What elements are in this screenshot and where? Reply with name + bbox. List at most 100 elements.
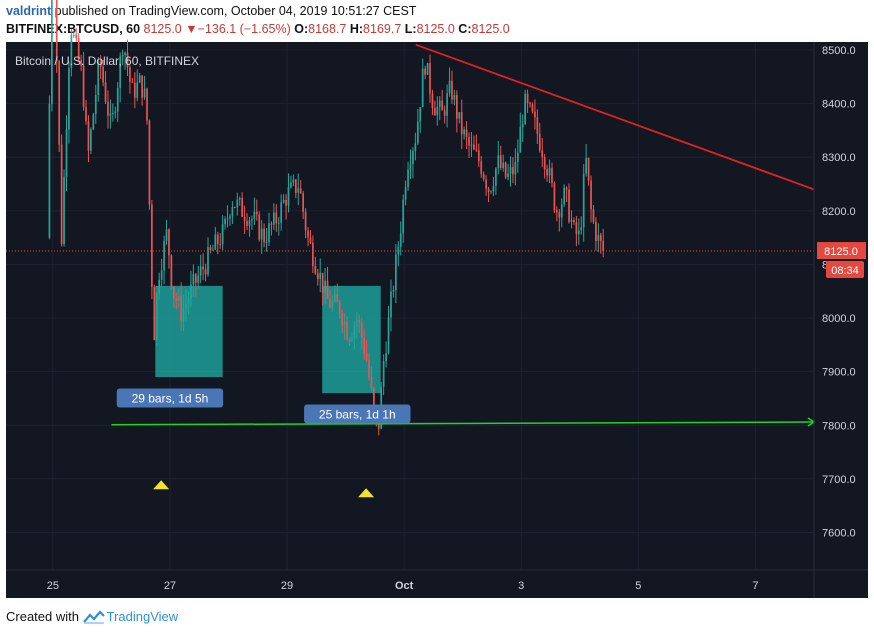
candle-body — [451, 80, 453, 100]
candle-body — [487, 188, 490, 192]
candle-body — [568, 189, 570, 222]
candle-body — [443, 110, 446, 116]
candle-body — [151, 204, 153, 288]
candle-body — [285, 199, 287, 206]
candle-body — [277, 222, 280, 224]
candle-body — [175, 298, 178, 302]
candle-body — [116, 87, 119, 112]
candle-body — [160, 270, 163, 280]
publish-info: valdrint published on TradingView.com, O… — [6, 4, 416, 18]
candle-body — [387, 317, 390, 354]
candle-body — [560, 204, 563, 218]
candle-body — [207, 247, 209, 275]
candle-body — [446, 93, 448, 116]
candle-body — [390, 291, 392, 318]
candle-body — [404, 187, 407, 200]
candle-body — [470, 144, 473, 146]
candle-body — [348, 339, 351, 341]
candle-body — [133, 82, 136, 98]
candle-body — [292, 179, 295, 183]
up-arrow-icon — [358, 488, 375, 498]
candle-body — [412, 150, 414, 165]
tradingview-link[interactable]: TradingView — [106, 609, 179, 624]
candle-body — [212, 249, 214, 251]
candle-body — [177, 295, 180, 302]
candle-body — [587, 157, 590, 181]
candle-body — [436, 106, 439, 116]
candle-body — [107, 101, 109, 116]
y-tick-label: 7700.0 — [822, 474, 856, 486]
candle-body — [382, 361, 385, 387]
footer: Created with TradingView — [6, 609, 178, 624]
candle-body — [419, 107, 422, 122]
candle-body — [597, 234, 600, 241]
y-tick-label: 8000.0 — [822, 313, 856, 325]
candle-body — [197, 275, 200, 283]
candle-body — [492, 185, 495, 192]
x-tick-label: 3 — [518, 580, 524, 592]
candle-body — [595, 221, 597, 241]
candle-body — [548, 167, 551, 176]
candle-body — [280, 202, 283, 223]
tradingview-logo-icon — [82, 610, 105, 624]
candle-body — [353, 325, 356, 338]
candle-body — [192, 274, 195, 285]
candle-body — [346, 321, 348, 340]
candle-body — [490, 191, 492, 193]
low-value: 8125.0 — [416, 22, 455, 36]
time-axis[interactable]: 25 27 29 Oct 3 5 7 — [47, 580, 759, 592]
candle-body — [155, 293, 158, 341]
candle-body — [294, 179, 297, 193]
candle-body — [282, 199, 285, 203]
candle-body — [477, 150, 480, 162]
candle-body — [370, 377, 373, 389]
candle-body — [209, 247, 212, 251]
candle-body — [392, 290, 395, 292]
x-tick-label: 29 — [281, 580, 293, 592]
candle-body — [321, 272, 324, 293]
candle-body — [590, 180, 592, 210]
candle-body — [214, 234, 217, 250]
range-badge-label: 29 bars, 1d 5h — [132, 391, 209, 405]
candle-body — [514, 161, 517, 175]
candle-body — [570, 219, 573, 222]
candle-body — [168, 229, 170, 256]
candle-body — [80, 60, 82, 66]
candle-body — [414, 143, 417, 151]
candle-body — [521, 124, 524, 128]
author-name[interactable]: valdrint — [6, 4, 52, 18]
candle-body — [448, 80, 451, 94]
candle-body — [385, 353, 387, 362]
range-badge — [116, 388, 224, 408]
candle-body — [316, 273, 319, 280]
open-value: 8168.7 — [308, 22, 347, 36]
candle-body — [121, 55, 124, 57]
candle-body — [112, 113, 114, 115]
candle-body — [426, 63, 429, 75]
countdown-tag-label: 08:34 — [831, 265, 859, 277]
drawing-tools: 29 bars, 1d 5h 25 bars, 1d 1h — [6, 43, 816, 498]
candle-body — [460, 112, 463, 135]
y-tick-label: 7800.0 — [822, 420, 856, 432]
range-badge-label: 25 bars, 1d 1h — [319, 408, 396, 422]
candlesticks — [48, 0, 605, 436]
candle-body — [473, 144, 475, 150]
countdown-tag — [826, 261, 864, 279]
candle-body — [407, 169, 409, 188]
price-chart[interactable]: 29 bars, 1d 5h 25 bars, 1d 1h 7600.0 7700.… — [0, 0, 874, 606]
candle-body — [109, 113, 112, 116]
candle-body — [190, 284, 192, 300]
candle-body — [238, 198, 241, 200]
candle-body — [251, 219, 253, 221]
chart-title: Bitcoin / U.S. Dollar, 60, BITFINEX — [15, 54, 199, 68]
candle-body — [90, 129, 92, 151]
published-text: published on TradingView.com, October 04… — [51, 4, 417, 18]
candle-body — [248, 220, 251, 226]
candle-body — [226, 218, 229, 220]
candle-body — [233, 207, 236, 209]
candle-body — [546, 169, 548, 176]
chart-grid — [6, 42, 814, 570]
candle-body — [553, 183, 556, 211]
candle-body — [424, 68, 426, 75]
candle-body — [334, 294, 336, 301]
